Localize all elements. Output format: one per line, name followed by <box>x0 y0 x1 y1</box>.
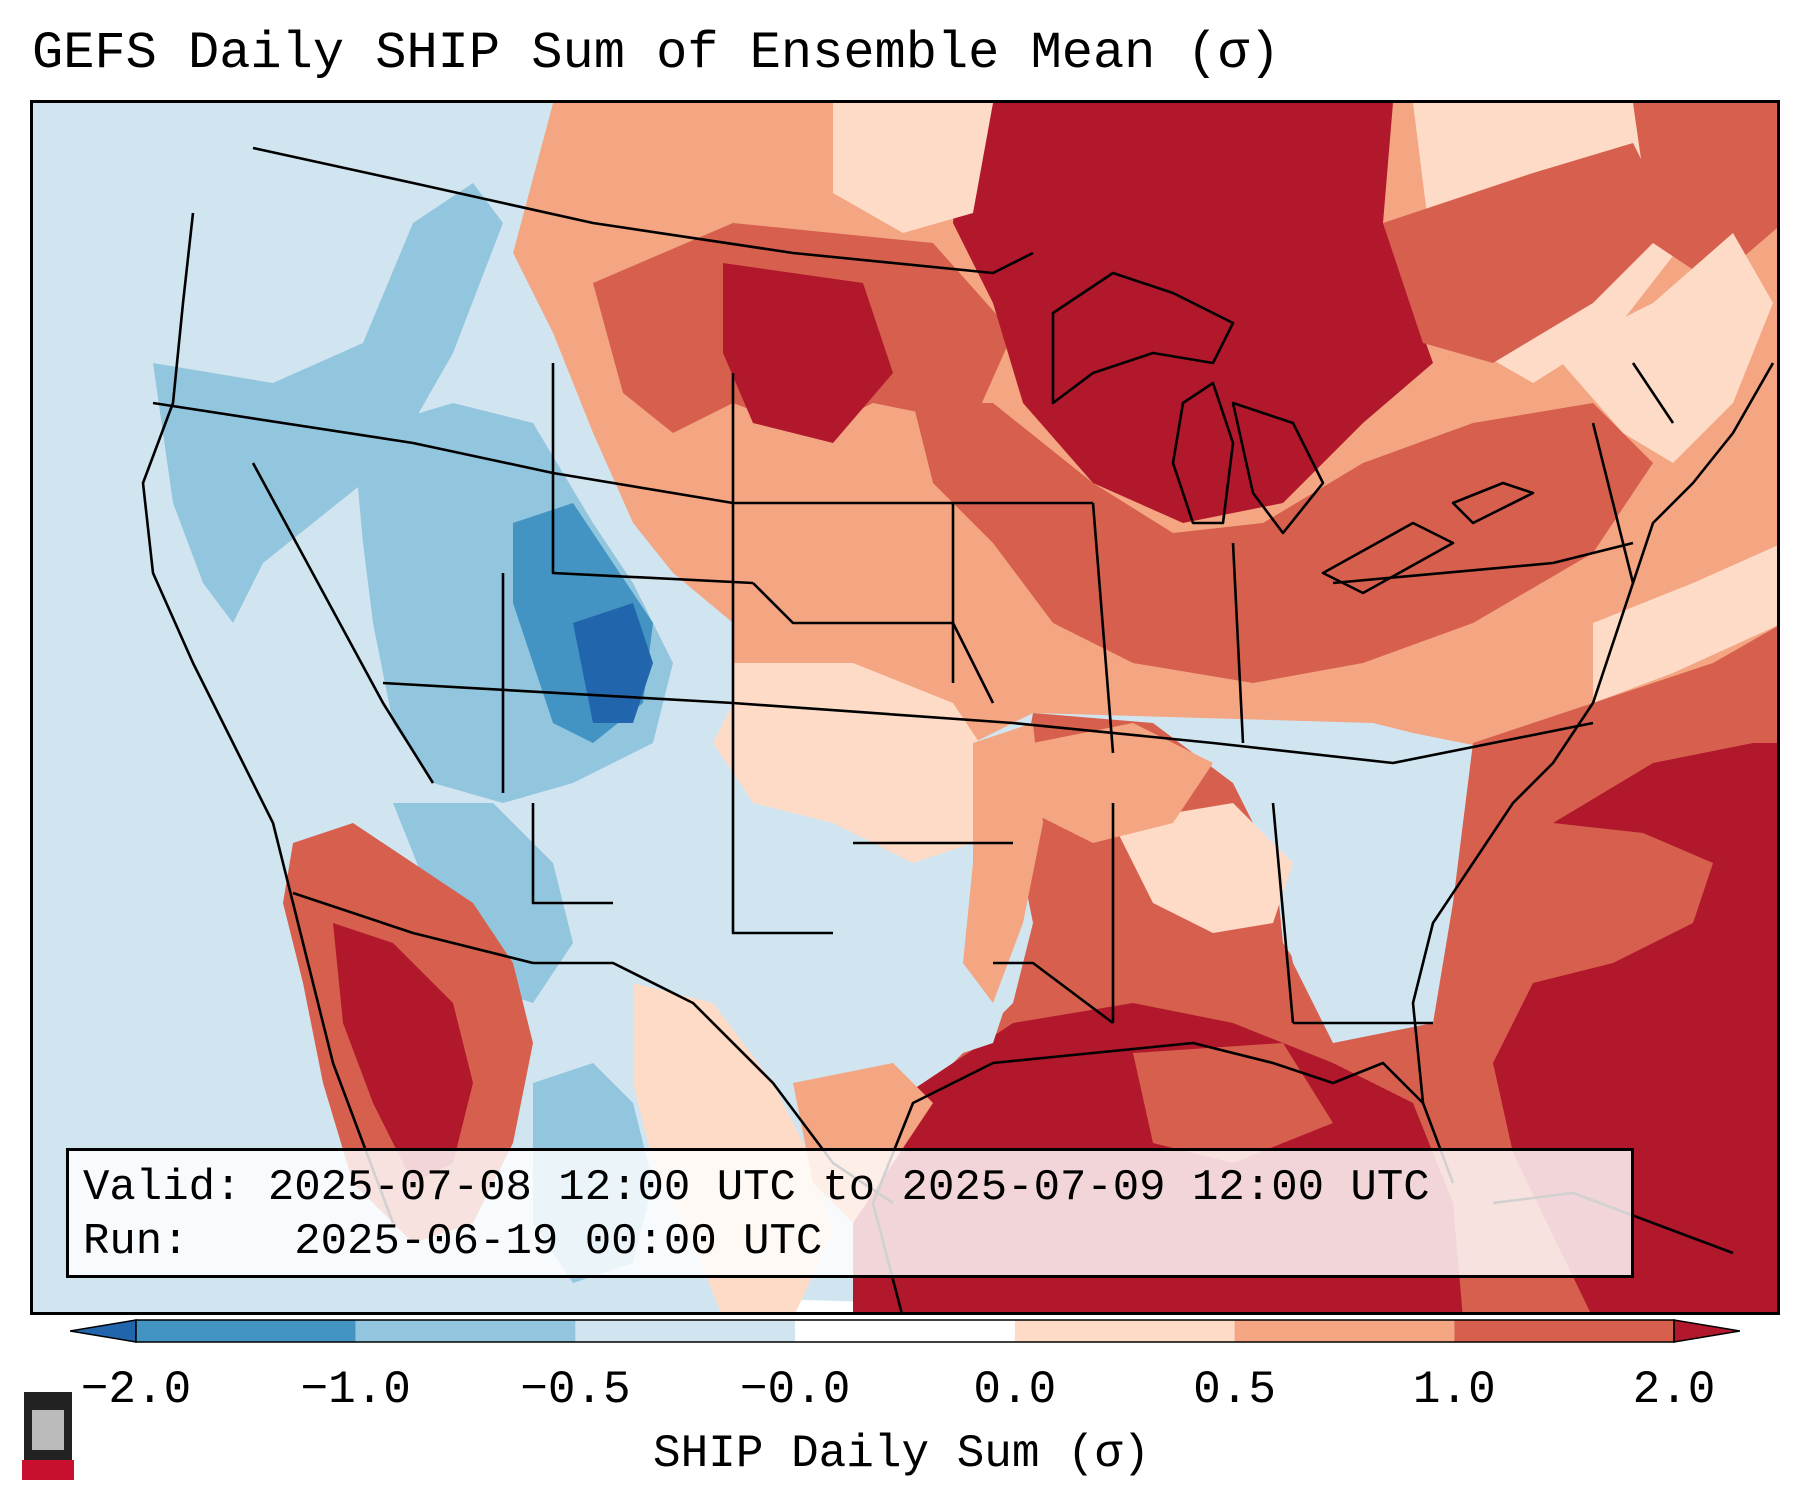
colorbar-segments <box>70 1319 1740 1343</box>
state-line-la <box>993 961 1114 1025</box>
colorbar-tick-label: −0.5 <box>520 1364 631 1416</box>
colorbar-tick-label: 2.0 <box>1632 1364 1716 1416</box>
colorbar-segment <box>1014 1320 1235 1342</box>
gulf-coastline <box>871 1041 1455 1312</box>
colorbar-segment <box>1454 1320 1674 1342</box>
east-coastline <box>1411 362 1775 1104</box>
region-dakotas <box>723 263 893 443</box>
region-texas <box>593 803 1013 1203</box>
state-line-ks <box>752 582 995 704</box>
region-saskatchewan <box>833 103 993 233</box>
region-ontario <box>1383 143 1673 363</box>
west-coastline <box>141 212 395 1224</box>
colorbar-segment <box>1234 1320 1455 1342</box>
state-line-nm-tx <box>731 703 833 935</box>
state-line-il <box>1091 502 1115 754</box>
lake-erie <box>1321 521 1455 595</box>
colorbar-border <box>135 1319 1675 1343</box>
colorbar-tick-label: 0.5 <box>1193 1364 1276 1416</box>
colorbar-tick-label: −2.0 <box>80 1364 192 1416</box>
region-mid-south <box>1033 723 1213 843</box>
state-line-tn-nc <box>1012 721 1594 765</box>
canada-border <box>252 146 1034 275</box>
region-gulf-center <box>1133 1043 1333 1163</box>
lake-huron <box>1231 401 1325 535</box>
colorbar-segment <box>795 1320 1015 1342</box>
region-northwest <box>153 183 503 623</box>
region-atlantic-slight <box>1593 545 1777 703</box>
region-arizona <box>393 803 573 1003</box>
colorbar-tick-label: −1.0 <box>300 1364 411 1416</box>
logo-banner <box>22 1460 74 1480</box>
niu-logo <box>22 1392 74 1480</box>
state-line-wy <box>551 363 754 585</box>
region-midwest <box>913 403 1653 683</box>
region-georgia <box>1273 823 1443 1003</box>
colorbar-segment <box>355 1320 576 1342</box>
state-line-in-oh <box>1231 542 1245 744</box>
valid-label: Valid: <box>83 1163 242 1213</box>
region-alabama <box>1113 803 1293 933</box>
state-line-al-ga <box>1271 802 1295 1024</box>
map-panel <box>30 100 1780 1315</box>
valid-value: 2025-07-08 12:00 UTC to 2025-07-09 12:00… <box>267 1163 1430 1213</box>
colorbar-tick-label: 1.0 <box>1412 1364 1496 1416</box>
colorbar-label: SHIP Daily Sum (σ) <box>653 1428 1150 1480</box>
chart-title: GEFS Daily SHIP Sum of Ensemble Mean (σ) <box>32 24 1281 83</box>
state-line-or-ca <box>152 401 414 445</box>
colorbar-tick-label: −0.0 <box>739 1364 851 1416</box>
lake-superior <box>1051 271 1235 405</box>
state-line-ny <box>1591 422 1635 584</box>
state-line-pa <box>1332 541 1634 585</box>
lake-michigan <box>1171 381 1235 525</box>
lake-ontario <box>1451 481 1535 525</box>
run-label: Run: <box>83 1217 189 1267</box>
region-great-lakes <box>953 103 1433 523</box>
anomaly-field <box>33 103 1777 1312</box>
region-maritimes <box>1633 103 1777 283</box>
state-line-az-nm <box>531 803 613 905</box>
region-colorado-core <box>573 603 653 723</box>
state-line-vt-nh <box>1631 362 1675 424</box>
colorbar-segment <box>136 1320 356 1342</box>
region-new-england <box>1553 233 1773 463</box>
colorbar <box>70 1319 1740 1343</box>
run-value: 2025-06-19 00:00 UTC <box>294 1217 823 1267</box>
colorbar-extend-low <box>70 1319 137 1343</box>
region-arkansas <box>963 723 1043 1003</box>
validity-info-box: Valid: 2025-07-08 12:00 UTC to 2025-07-0… <box>66 1148 1634 1278</box>
region-gulf-of-california <box>333 923 473 1183</box>
state-line-ca-nv <box>251 462 435 784</box>
colorbar-extend-high <box>1673 1319 1740 1343</box>
logo-window <box>32 1410 64 1450</box>
colorbar-tick-label: 0.0 <box>973 1364 1057 1416</box>
colorbar-segment <box>575 1320 796 1342</box>
region-oklahoma <box>713 663 993 863</box>
map-canvas <box>33 103 1777 1312</box>
